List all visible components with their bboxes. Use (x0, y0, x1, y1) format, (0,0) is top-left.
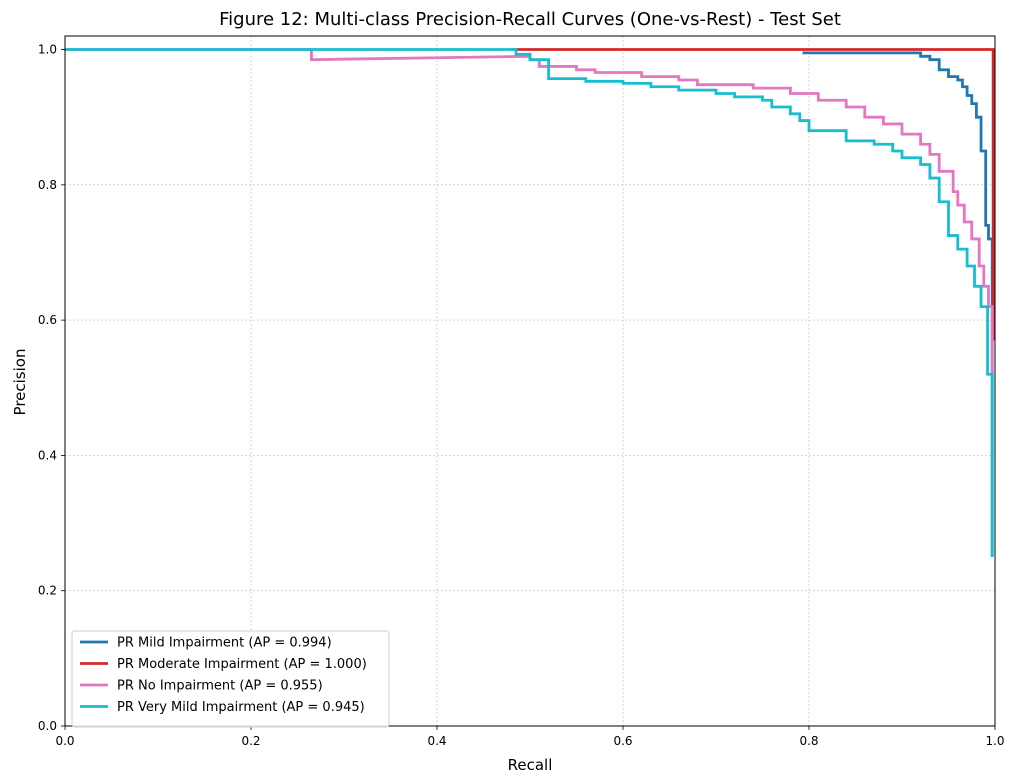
x-tick-label: 0.4 (427, 734, 446, 748)
legend-label: PR Very Mild Impairment (AP = 0.945) (117, 700, 365, 715)
axis-ticks: 0.0 0.2 0.4 0.6 0.8 1.0 0.0 0.2 0.4 0.6 0.8 1.0 (38, 43, 1005, 748)
legend-label: PR No Impairment (AP = 0.955) (117, 679, 323, 694)
x-tick-label: 1.0 (985, 734, 1004, 748)
y-tick-label: 0.8 (38, 178, 57, 192)
x-tick-label: 0.2 (241, 734, 260, 748)
x-axis-title: Recall (508, 756, 553, 774)
x-tick-label: 0.8 (799, 734, 818, 748)
chart-title: Figure 12: Multi-class Precision-Recall … (219, 9, 841, 30)
x-tick-label: 0.0 (55, 734, 74, 748)
y-tick-label: 1.0 (38, 43, 57, 57)
y-tick-label: 0.0 (38, 719, 57, 733)
x-tick-label: 0.6 (613, 734, 632, 748)
legend: PR Mild Impairment (AP = 0.994) PR Modera… (71, 630, 390, 728)
legend-label: PR Moderate Impairment (AP = 1.000) (117, 657, 367, 672)
series-line-1 (802, 51, 994, 557)
series-line-2 (511, 48, 995, 341)
series-group (65, 48, 995, 557)
series-line-3 (65, 48, 994, 375)
y-axis-title: Precision (11, 349, 29, 416)
legend-label: PR Mild Impairment (AP = 0.994) (117, 636, 332, 651)
y-tick-label: 0.6 (38, 313, 57, 327)
plot-frame (64, 35, 996, 727)
legend-box (71, 630, 390, 728)
series-line-4 (65, 48, 994, 557)
y-tick-label: 0.2 (38, 584, 57, 598)
y-tick-label: 0.4 (38, 448, 57, 462)
